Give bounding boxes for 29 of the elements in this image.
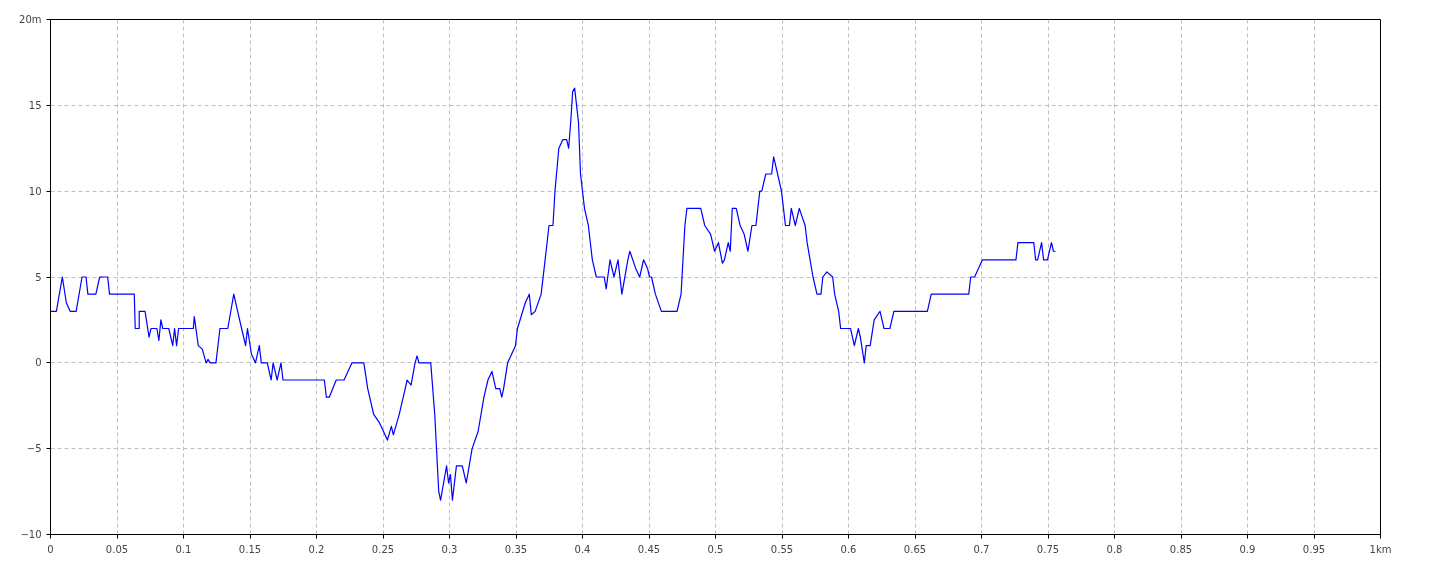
x-tick-label: 0.65: [903, 543, 927, 555]
y-tick-label: 15: [28, 99, 42, 111]
x-tick-label: 0.5: [707, 543, 724, 555]
x-tick-label: 0.2: [308, 543, 325, 555]
x-tick-label: 0.8: [1106, 543, 1123, 555]
x-tick-label: 0.05: [105, 543, 129, 555]
x-tick-label: 0.1: [175, 543, 192, 555]
y-tick-label: −10: [20, 529, 42, 540]
y-tick-label: −5: [26, 443, 42, 455]
x-tick-label: 0.25: [371, 543, 395, 555]
x-tick-label: 0.7: [973, 543, 990, 555]
x-tick-label: 0: [47, 543, 54, 555]
x-tick-label: 0.15: [238, 543, 262, 555]
x-tick-label: 0.45: [637, 543, 661, 555]
x-tick-label: 0.35: [504, 543, 528, 555]
x-tick-label: 0.3: [441, 543, 458, 555]
x-tick-label: 0.95: [1302, 543, 1326, 555]
x-tick-label: 1km: [1369, 543, 1392, 555]
y-tick-label: 0: [35, 357, 42, 369]
y-tick-label: 20m: [19, 14, 42, 25]
x-tick-label: 0.85: [1169, 543, 1193, 555]
y-tick-label: 10: [28, 185, 42, 197]
y-tick-label: 5: [35, 271, 42, 283]
x-tick-label: 0.9: [1239, 543, 1256, 555]
x-tick-label: 0.55: [770, 543, 794, 555]
line-series: [50, 87, 1057, 501]
x-tick-label: 0.6: [840, 543, 857, 555]
x-tick-label: 0.4: [574, 543, 591, 555]
x-tick-label: 0.75: [1036, 543, 1060, 555]
